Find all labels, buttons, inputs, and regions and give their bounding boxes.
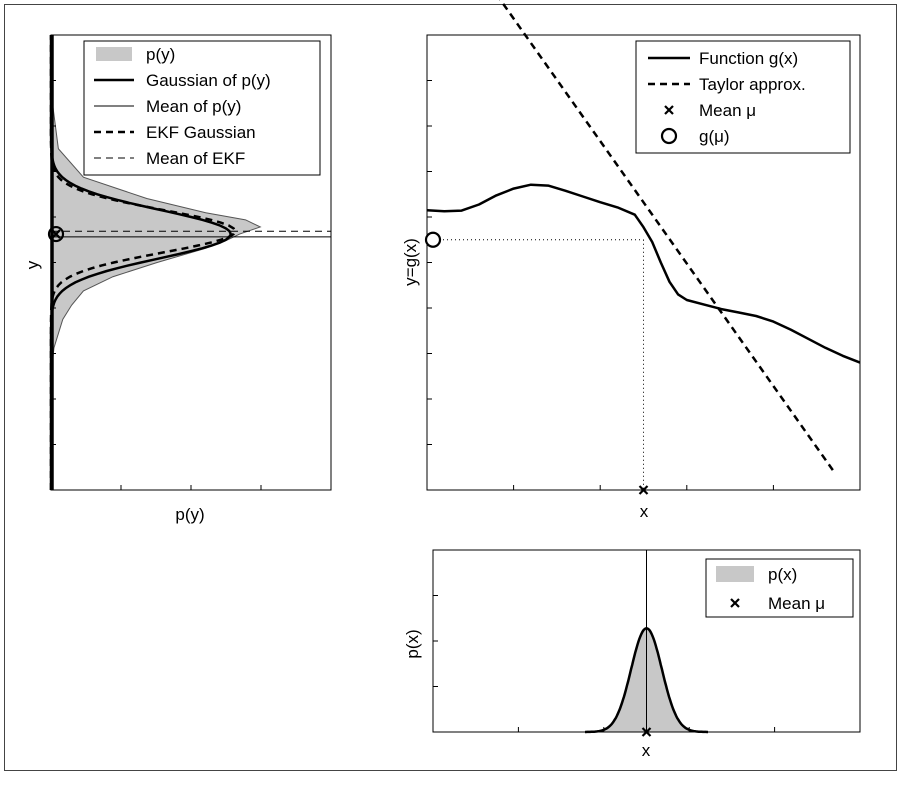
panel-px: x p(x) p(x) Mean μ: [403, 549, 861, 760]
px-ticks: [433, 595, 776, 732]
gx-legend-swatch-gmu: [660, 127, 678, 145]
py-gmu-marker: [47, 225, 65, 243]
py-mean-marker: [51, 229, 61, 239]
px-legend-swatch-mean: [730, 598, 740, 608]
gx-legend-box: [635, 40, 851, 154]
py-legend: p(y) Gaussian of p(y) Mean of p(y) EKF G…: [83, 40, 321, 176]
py-legend-box: [83, 40, 321, 176]
px-legend-label-px: p(x): [768, 565, 797, 584]
px-legend-label-mean: Mean μ: [768, 594, 825, 613]
py-legend-label-gaussian: Gaussian of p(y): [146, 71, 271, 90]
gx-function-curve: [426, 183, 861, 364]
gx-mean-marker: [638, 485, 649, 495]
py-legend-label-py: p(y): [146, 45, 175, 64]
panel-gx: x y=g(x) Function g(x) Taylor approx. Me…: [401, 0, 861, 521]
gx-legend-label-function: Function g(x): [699, 49, 798, 68]
py-legend-label-ekf-mean: Mean of EKF: [146, 149, 245, 168]
gx-legend-swatch-mean: [664, 105, 674, 115]
py-ticks: [51, 80, 262, 490]
px-legend: p(x) Mean μ: [705, 558, 854, 618]
gx-plot-data: [424, 0, 861, 495]
py-legend-label-ekf: EKF Gaussian: [146, 123, 256, 142]
py-ylabel: y: [23, 260, 42, 269]
gx-xlabel: x: [640, 502, 649, 521]
py-legend-swatch-area: [96, 47, 132, 61]
px-xlabel: x: [642, 741, 651, 760]
px-legend-swatch-area: [716, 566, 754, 582]
gx-ylabel: y=g(x): [401, 238, 420, 286]
py-xlabel: p(y): [175, 505, 204, 524]
gx-taylor-line: [498, 0, 836, 473]
gx-legend: Function g(x) Taylor approx. Mean μ g(μ): [635, 40, 851, 154]
gx-ticks: [427, 80, 774, 490]
gx-gmu-marker: [424, 231, 442, 248]
gx-legend-label-mean: Mean μ: [699, 101, 756, 120]
gx-legend-label-gmu: g(μ): [699, 127, 730, 146]
gx-legend-label-taylor: Taylor approx.: [699, 75, 806, 94]
px-ylabel: p(x): [403, 629, 422, 658]
px-plot-data: [585, 550, 708, 737]
figure-border: [4, 4, 897, 771]
py-area: [50, 91, 262, 377]
py-legend-label-mean: Mean of p(y): [146, 97, 241, 116]
panel-py: p(y) y p(y) Gaussian of p(y) Mean of p(y…: [23, 34, 332, 524]
